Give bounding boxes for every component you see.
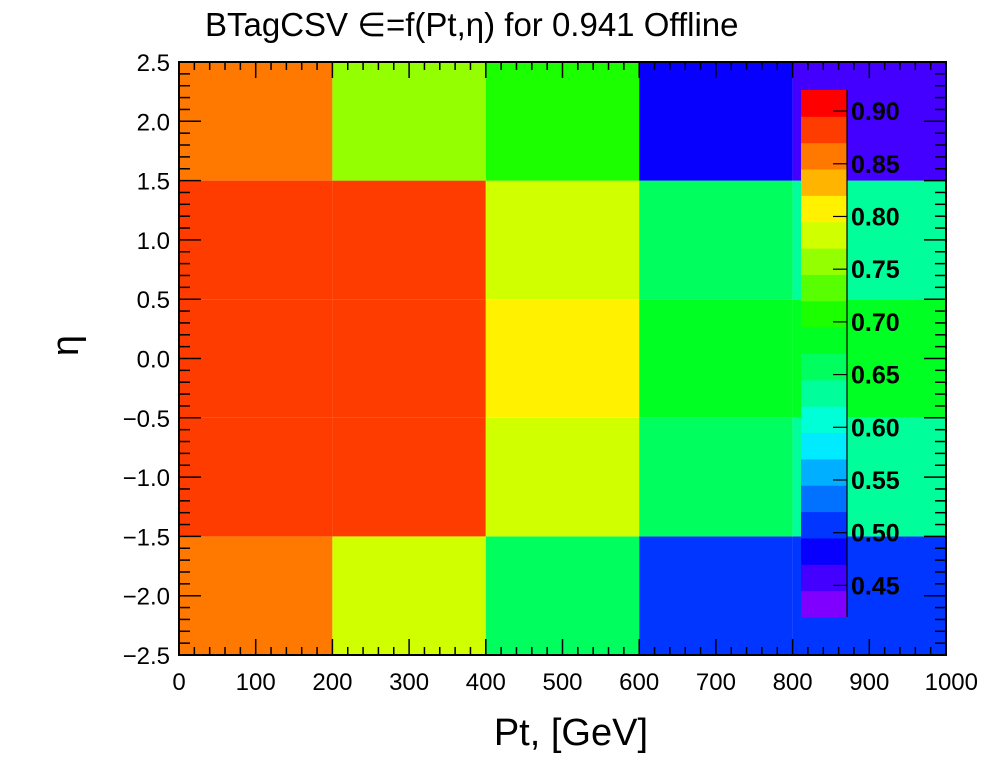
palette-level [801, 432, 847, 460]
x-tick-label: 300 [389, 669, 429, 696]
palette-level [801, 300, 847, 328]
palette-level [801, 248, 847, 275]
colorbar-label: 0.50 [851, 520, 900, 548]
x-tick-label: 500 [542, 669, 582, 696]
y-tick-label: −1.5 [123, 524, 170, 551]
heatmap-cell [332, 536, 486, 655]
palette-level [801, 90, 847, 117]
x-tick-label: 100 [236, 669, 276, 696]
heatmap-cell [179, 62, 333, 181]
colorbar-label: 0.85 [851, 151, 900, 179]
colorbar-label: 0.70 [851, 309, 900, 337]
palette-level [801, 116, 847, 144]
palette-level [801, 590, 847, 618]
palette-level [801, 274, 847, 302]
x-tick-label: 400 [466, 669, 506, 696]
heatmap-cell [485, 417, 640, 537]
y-tick-label: 1.0 [137, 228, 170, 255]
heatmap-cell [639, 536, 793, 655]
palette-level [801, 485, 847, 513]
x-tick-label: 900 [849, 669, 889, 696]
palette-level [801, 169, 847, 196]
x-axis-ticks: 0 100 200 300 400 500 600 700 800 900 1000 [172, 62, 978, 696]
palette-level [801, 564, 847, 592]
y-tick-label: 2.5 [137, 50, 170, 77]
heatmap-cell [639, 417, 793, 537]
colorbar-label: 0.80 [851, 203, 900, 231]
color-palette [801, 90, 848, 618]
palette-level [801, 379, 847, 407]
x-axis-label: Pt, [GeV] [494, 712, 648, 754]
heatmap-cell [485, 299, 640, 418]
palette-level [801, 221, 847, 249]
x-tick-label: 200 [312, 669, 352, 696]
y-tick-label: 1.5 [137, 169, 170, 196]
heatmap-cell [485, 536, 640, 655]
heatmap-cell [179, 180, 333, 300]
palette-level [801, 353, 847, 381]
y-tick-label: −2.0 [123, 584, 170, 611]
x-tick-label: 700 [696, 669, 736, 696]
palette-level [801, 537, 847, 565]
y-tick-label: −1.0 [123, 465, 170, 492]
palette-level [801, 327, 847, 354]
heatmap-cell [639, 62, 793, 181]
heatmap-cell [179, 417, 333, 537]
x-tick-label: 600 [619, 669, 659, 696]
x-tick-label: 800 [773, 669, 813, 696]
heatmap-cell [179, 299, 333, 418]
colorbar-label: 0.65 [851, 362, 900, 390]
heatmap-cell [639, 299, 793, 418]
colorbar-label: 0.90 [851, 98, 900, 126]
heatmap-cell [179, 536, 333, 655]
palette-level [801, 142, 847, 170]
palette-level [801, 195, 847, 223]
y-tick-label: 2.0 [137, 109, 170, 136]
colorbar-label: 0.75 [851, 256, 900, 284]
heatmap-cell [485, 62, 640, 181]
heatmap-cell [485, 180, 640, 300]
y-axis-ticks: −2.5 −2.0 −1.5 −1.0 −0.5 0.0 0.5 1.0 1.5 2.0 2.5 [123, 50, 946, 670]
y-tick-label: 0.0 [137, 347, 170, 374]
heatmap-cell [332, 180, 486, 300]
colorbar-label: 0.45 [851, 572, 900, 600]
y-tick-label: −0.5 [123, 406, 170, 433]
y-tick-label: −2.5 [123, 643, 170, 670]
colorbar-label: 0.60 [851, 414, 900, 442]
heatmap-cell [332, 62, 486, 181]
palette-level [801, 511, 847, 539]
heatmap-cell [639, 180, 793, 300]
heatmap-cell [332, 299, 486, 418]
chart-title: BTagCSV ∈=f(Pt,η) for 0.941 Offline [205, 6, 738, 43]
palette-level [801, 458, 847, 486]
y-axis-label: η [45, 335, 87, 356]
x-tick-label: 0 [172, 669, 185, 696]
colorbar-labels: 0.45 0.50 0.55 0.60 0.65 0.70 0.75 0.80 0.85 0.90 [833, 98, 900, 600]
colorbar-label: 0.55 [851, 467, 900, 495]
palette-level [801, 406, 847, 434]
heatmap-cell [332, 417, 486, 537]
x-tick-label: 1000 [925, 669, 978, 696]
y-tick-label: 0.5 [137, 287, 170, 314]
